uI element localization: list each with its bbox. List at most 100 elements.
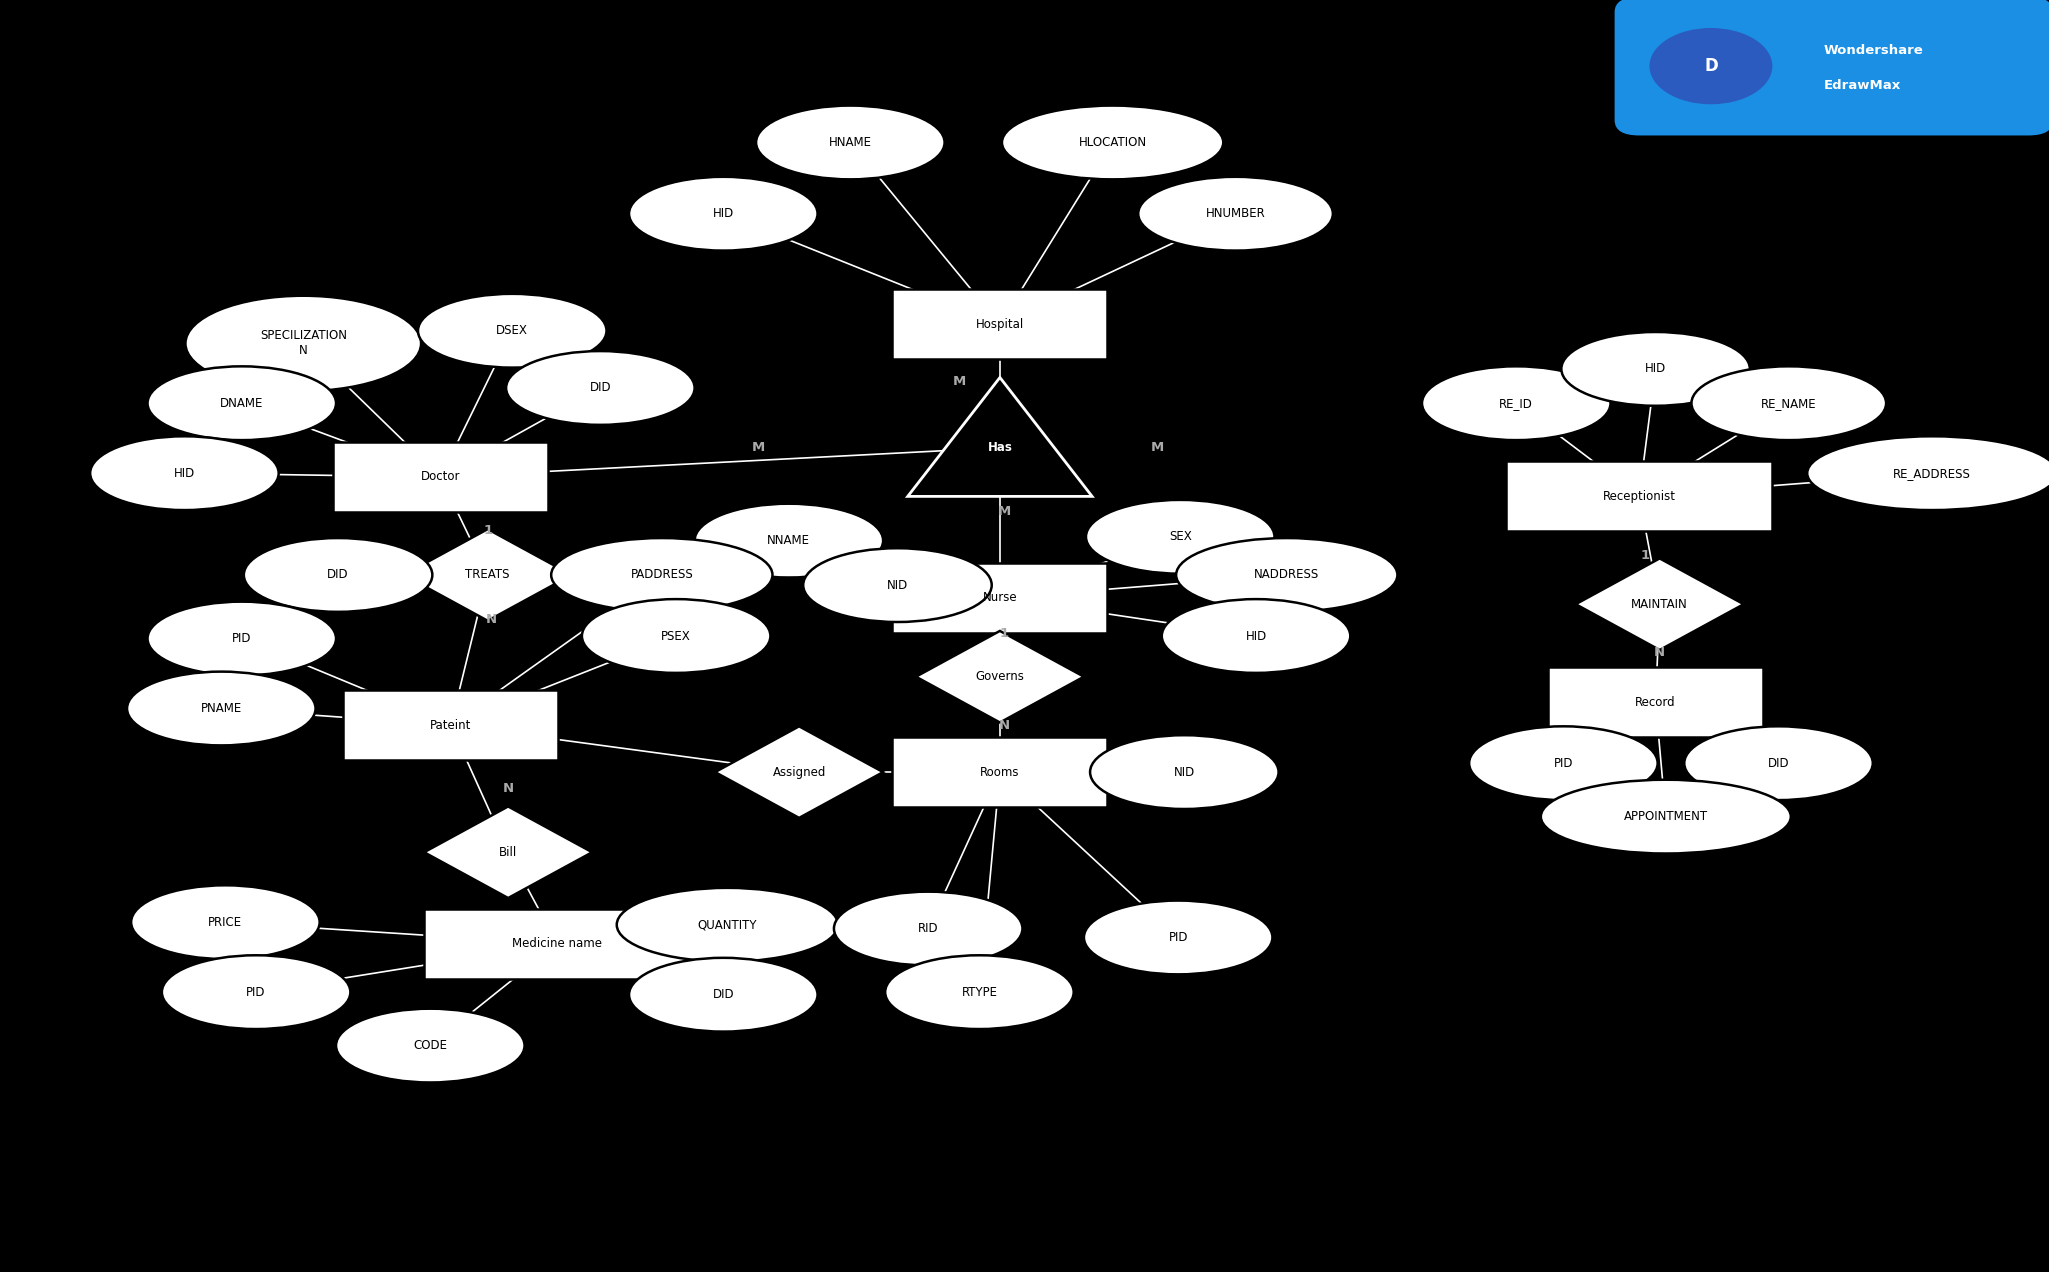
FancyBboxPatch shape <box>1506 460 1772 530</box>
Ellipse shape <box>1469 726 1658 800</box>
Ellipse shape <box>506 351 695 425</box>
Text: PID: PID <box>246 986 266 999</box>
Text: Has: Has <box>988 441 1012 454</box>
Text: HNAME: HNAME <box>830 136 871 149</box>
Text: D: D <box>1705 57 1717 75</box>
Ellipse shape <box>1086 500 1274 574</box>
Polygon shape <box>715 726 883 818</box>
Text: NID: NID <box>1174 766 1195 778</box>
Ellipse shape <box>803 548 992 622</box>
Ellipse shape <box>244 538 432 612</box>
Text: MAINTAIN: MAINTAIN <box>1631 598 1688 611</box>
Text: M: M <box>998 505 1010 518</box>
Text: PADDRESS: PADDRESS <box>631 569 693 581</box>
Ellipse shape <box>834 892 1022 965</box>
Ellipse shape <box>582 599 770 673</box>
Polygon shape <box>424 806 592 898</box>
Ellipse shape <box>1176 538 1397 612</box>
Circle shape <box>1649 28 1772 104</box>
FancyBboxPatch shape <box>891 562 1106 632</box>
Text: APPOINTMENT: APPOINTMENT <box>1623 810 1709 823</box>
Text: DID: DID <box>713 988 734 1001</box>
Text: HID: HID <box>713 207 734 220</box>
Text: M: M <box>953 375 965 388</box>
Polygon shape <box>908 378 1092 496</box>
Text: Rooms: Rooms <box>979 766 1020 778</box>
Text: Bill: Bill <box>500 846 516 859</box>
Text: PNAME: PNAME <box>201 702 242 715</box>
Text: PID: PID <box>232 632 252 645</box>
Ellipse shape <box>885 955 1074 1029</box>
Text: N: N <box>502 782 514 795</box>
Ellipse shape <box>1137 177 1332 251</box>
Text: PID: PID <box>1168 931 1188 944</box>
Text: 1: 1 <box>484 524 492 537</box>
Text: Doctor: Doctor <box>420 471 461 483</box>
Text: Assigned: Assigned <box>772 766 826 778</box>
Ellipse shape <box>148 602 336 675</box>
Ellipse shape <box>418 294 607 368</box>
Ellipse shape <box>1090 735 1279 809</box>
Ellipse shape <box>1162 599 1350 673</box>
Ellipse shape <box>162 955 350 1029</box>
Text: M: M <box>1152 441 1164 454</box>
Text: Medicine name: Medicine name <box>512 937 602 950</box>
Ellipse shape <box>336 1009 525 1082</box>
Ellipse shape <box>1084 901 1272 974</box>
Polygon shape <box>1576 558 1744 650</box>
Text: HNUMBER: HNUMBER <box>1205 207 1266 220</box>
Text: SPECILIZATION
N: SPECILIZATION N <box>260 329 346 357</box>
Ellipse shape <box>1690 366 1885 440</box>
Text: Hospital: Hospital <box>975 318 1024 331</box>
Text: DSEX: DSEX <box>496 324 529 337</box>
Ellipse shape <box>695 504 883 577</box>
FancyBboxPatch shape <box>891 289 1106 359</box>
Ellipse shape <box>1684 726 1873 800</box>
Text: Wondershare: Wondershare <box>1824 45 1924 57</box>
Ellipse shape <box>629 177 818 251</box>
Ellipse shape <box>1541 780 1791 854</box>
Text: HID: HID <box>1645 363 1666 375</box>
FancyBboxPatch shape <box>1615 0 2049 136</box>
Text: PID: PID <box>1553 757 1574 770</box>
Ellipse shape <box>1422 366 1611 440</box>
Text: HID: HID <box>174 467 195 480</box>
Text: M: M <box>752 441 764 454</box>
Ellipse shape <box>148 366 336 440</box>
Text: NADDRESS: NADDRESS <box>1254 569 1320 581</box>
Text: EdrawMax: EdrawMax <box>1824 79 1901 92</box>
Ellipse shape <box>617 888 838 962</box>
FancyBboxPatch shape <box>1549 667 1762 738</box>
Text: SEX: SEX <box>1168 530 1193 543</box>
FancyBboxPatch shape <box>332 441 547 511</box>
FancyBboxPatch shape <box>891 738 1106 808</box>
Text: N: N <box>1654 646 1666 659</box>
Text: Receptionist: Receptionist <box>1602 490 1676 502</box>
Text: QUANTITY: QUANTITY <box>697 918 758 931</box>
Ellipse shape <box>1807 436 2049 510</box>
Ellipse shape <box>127 672 316 745</box>
Text: Pateint: Pateint <box>430 719 471 731</box>
Ellipse shape <box>90 436 279 510</box>
Ellipse shape <box>629 958 818 1032</box>
Ellipse shape <box>551 538 772 612</box>
Text: RE_NAME: RE_NAME <box>1760 397 1817 410</box>
Ellipse shape <box>756 106 945 179</box>
Polygon shape <box>916 631 1084 722</box>
Text: DID: DID <box>1768 757 1789 770</box>
Text: Nurse: Nurse <box>984 591 1016 604</box>
Text: 1: 1 <box>1000 627 1008 640</box>
Text: HLOCATION: HLOCATION <box>1078 136 1147 149</box>
Text: DID: DID <box>590 382 611 394</box>
Text: Record: Record <box>1635 696 1676 709</box>
Text: RID: RID <box>918 922 938 935</box>
Text: PSEX: PSEX <box>662 630 691 642</box>
Text: NNAME: NNAME <box>768 534 809 547</box>
Text: DNAME: DNAME <box>219 397 264 410</box>
Ellipse shape <box>131 885 320 959</box>
Text: DID: DID <box>328 569 348 581</box>
Text: Governs: Governs <box>975 670 1024 683</box>
Text: RE_ID: RE_ID <box>1500 397 1533 410</box>
Ellipse shape <box>1561 332 1750 406</box>
Text: RTYPE: RTYPE <box>961 986 998 999</box>
